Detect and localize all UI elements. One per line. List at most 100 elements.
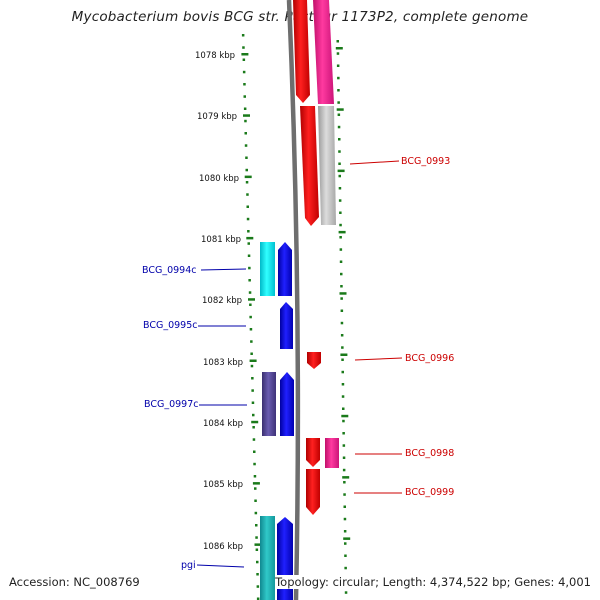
scale-label: 1085 kbp (203, 480, 243, 490)
tick-dot (341, 395, 345, 398)
scale-ticks-right (336, 40, 348, 594)
scale-label: 1082 kbp (202, 296, 242, 306)
scale-label: 1081 kbp (201, 235, 241, 245)
tick-dot (343, 530, 347, 533)
tick-dot (252, 426, 255, 429)
scale-label: 1078 kbp (195, 51, 235, 61)
feature-bcg-0994c[interactable] (278, 242, 292, 296)
gene-label-bcg-0994c[interactable]: BCG_0994c (142, 265, 197, 276)
tick-major (241, 53, 249, 56)
tick-dot (340, 272, 343, 276)
tick-dot (253, 475, 257, 478)
tick-dot (337, 76, 340, 80)
tick-dot (256, 585, 260, 588)
tick-dot (246, 205, 249, 208)
tick-dot (254, 499, 257, 502)
tick-dot (338, 199, 342, 202)
tick-dot (241, 34, 245, 37)
gene-label-bcg-0993[interactable]: BCG_0993 (401, 156, 450, 167)
feature-pink-bcg-0998[interactable] (325, 438, 339, 468)
gene-label-bcg-0998[interactable]: BCG_0998 (405, 448, 454, 459)
scale-label: 1079 kbp (197, 112, 237, 122)
tick-dot (246, 193, 249, 196)
tick-dot (337, 101, 340, 104)
tick-dot (242, 46, 245, 49)
tick-dot (338, 162, 341, 165)
tick-dot (340, 334, 344, 337)
scale-label: 1084 kbp (203, 419, 243, 429)
gene-label-pgi[interactable]: pgi (181, 560, 196, 571)
tick-dot (341, 346, 344, 349)
tick-dot (249, 328, 253, 331)
feature-teal-pgi[interactable] (260, 516, 275, 600)
tick-dot (337, 89, 340, 92)
tick-dot (343, 481, 346, 484)
scale-ticks-major (241, 47, 351, 546)
gene-label-bcg-0995c[interactable]: BCG_0995c (143, 320, 198, 331)
feature-grey-bcg-0993[interactable] (318, 106, 336, 225)
feature-bcg-0992[interactable] (293, 0, 310, 103)
tick-major (337, 169, 345, 173)
tick-major (342, 476, 350, 479)
tick-dot (337, 113, 341, 116)
tick-dot (340, 309, 344, 312)
gene-label-bcg-0996[interactable]: BCG_0996 (405, 353, 454, 364)
tick-dot (342, 468, 346, 472)
tick-dot (245, 168, 248, 172)
feature-bcg-0995c[interactable] (280, 302, 293, 349)
leader-line (196, 564, 245, 568)
tick-dot (255, 524, 258, 527)
tick-dot (338, 138, 341, 141)
tick-dot (244, 119, 247, 123)
tick-dot (242, 58, 246, 61)
tick-dot (344, 591, 348, 594)
tick-dot (340, 321, 344, 325)
tick-major (246, 236, 254, 240)
tick-dot (344, 566, 347, 570)
tick-major (340, 353, 348, 356)
feature-pink-upstream[interactable] (313, 0, 334, 104)
tick-major (248, 298, 255, 301)
gene-label-bcg-0997c[interactable]: BCG_0997c (144, 399, 199, 410)
feature-bcg-0997c[interactable] (280, 372, 294, 436)
tick-major (251, 420, 259, 424)
leader-line (354, 357, 403, 361)
leader-line (349, 160, 400, 165)
feature-bcg-0998[interactable] (306, 438, 320, 467)
tick-dot (338, 174, 341, 178)
feature-cyan-bcg-0994c[interactable] (260, 242, 275, 296)
tick-dot (343, 505, 346, 508)
tick-dot (341, 358, 344, 361)
feature-bcg-0996[interactable] (307, 352, 321, 369)
tick-dot (336, 52, 340, 55)
scale-label: 1086 kbp (203, 542, 243, 552)
tick-dot (256, 573, 259, 576)
tick-dot (243, 83, 246, 86)
tick-dot (255, 536, 258, 539)
feature-bcg-0999[interactable] (306, 469, 320, 515)
tick-dot (245, 181, 249, 184)
feature-bcg-0993[interactable] (300, 106, 319, 226)
tick-major (336, 108, 344, 111)
leader-line (200, 268, 247, 271)
tick-dot (254, 487, 257, 490)
tick-dot (342, 456, 346, 459)
tick-dot (250, 352, 253, 355)
scale-label: 1080 kbp (199, 174, 239, 184)
scale-ticks-left (241, 34, 260, 600)
tick-dot (339, 260, 343, 263)
tick-dot (338, 187, 342, 190)
tick-dot (248, 279, 251, 282)
tick-dot (253, 462, 256, 466)
tick-dot (256, 597, 260, 600)
tick-dot (342, 444, 346, 447)
accession-text: Accession: NC_008769 (9, 575, 140, 589)
tick-dot (250, 364, 254, 368)
feature-slate-bcg-0997c[interactable] (262, 372, 276, 436)
gene-label-bcg-0999[interactable]: BCG_0999 (405, 487, 454, 498)
tick-dot (340, 285, 343, 288)
tick-major (252, 482, 260, 485)
tick-dot (339, 211, 342, 214)
tick-dot (336, 64, 340, 67)
tick-dot (344, 554, 347, 557)
